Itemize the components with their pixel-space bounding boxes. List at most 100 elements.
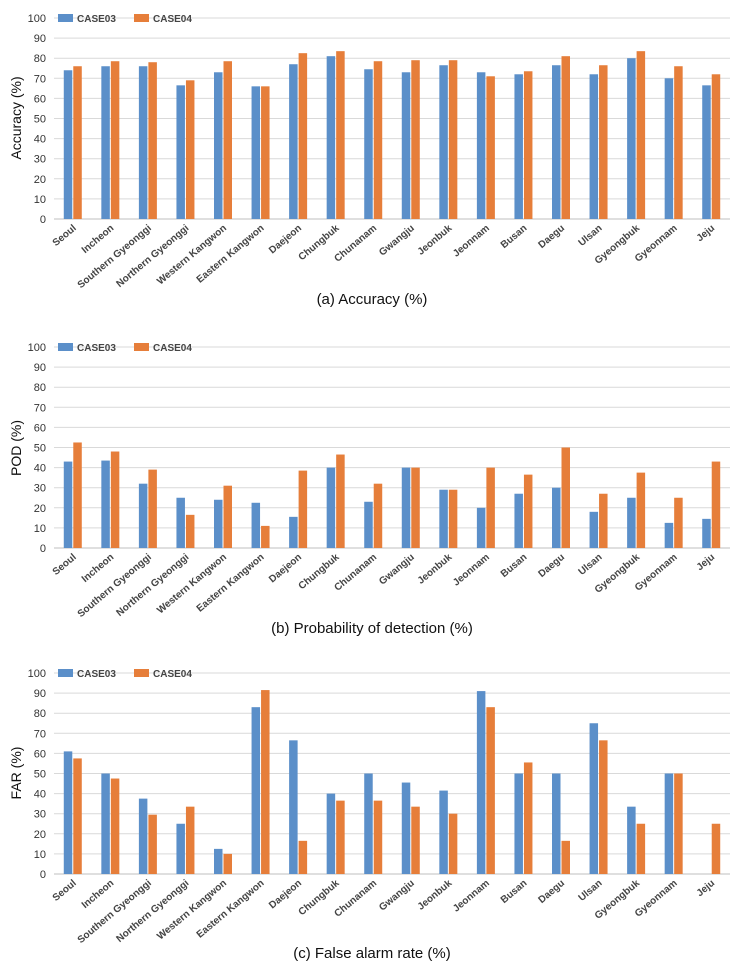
- bar-case04-chunanam: [373, 800, 383, 874]
- bar-case03-gwangju: [401, 782, 411, 874]
- x-category-label: Daejeon: [267, 223, 304, 256]
- legend-swatch-case03: [58, 14, 73, 22]
- bar-case03-jeonbuk: [439, 790, 448, 874]
- x-category-label: Jeonbuk: [416, 223, 455, 258]
- bar-case03-western-kangwon: [214, 848, 223, 874]
- y-tick-label: 90: [34, 688, 46, 700]
- bar-case04-busan: [523, 762, 533, 874]
- x-category-label: Western Kangwon: [155, 223, 229, 287]
- chart-caption: (a) Accuracy (%): [317, 291, 428, 308]
- x-category-label: Ulsan: [577, 223, 605, 249]
- y-tick-label: 50: [34, 769, 46, 781]
- bar-case03-ulsan: [589, 74, 599, 219]
- y-tick-label: 40: [34, 134, 46, 146]
- x-category-label: Jeonbuk: [416, 552, 455, 587]
- bar-case03-daejeon: [289, 64, 298, 219]
- y-tick-label: 80: [34, 53, 46, 65]
- x-category-label: Eastern Kangwon: [195, 223, 267, 286]
- bar-case04-chunanam: [373, 483, 383, 548]
- bar-case03-incheon: [101, 460, 110, 548]
- bar-case03-jeonnam: [476, 507, 486, 548]
- bar-case04-jeju: [711, 823, 721, 874]
- bar-case03-jeonnam: [476, 72, 486, 220]
- y-tick-label: 20: [34, 503, 46, 515]
- bar-case03-daejeon: [289, 516, 298, 548]
- bar-case03-southern-gyeonggi: [138, 483, 148, 548]
- x-category-label: Seoul: [51, 223, 79, 249]
- bar-case04-incheon: [110, 778, 120, 874]
- bar-case04-ulsan: [599, 493, 608, 548]
- bar-case03-eastern-kangwon: [251, 502, 261, 548]
- bar-case03-jeonbuk: [439, 65, 448, 219]
- x-category-label: Jeju: [695, 878, 717, 899]
- bar-case03-busan: [514, 493, 523, 548]
- bar-case04-jeonbuk: [448, 60, 458, 220]
- y-tick-label: 20: [34, 829, 46, 841]
- bar-case03-gyeongbuk: [627, 497, 636, 548]
- bar-case03-western-kangwon: [214, 499, 223, 548]
- bar-case04-gyeongbuk: [636, 51, 646, 219]
- legend-label-case04: CASE04: [153, 669, 192, 680]
- bar-case04-gyeongbuk: [636, 823, 646, 874]
- bar-case04-gwangju: [411, 467, 420, 548]
- y-tick-label: 0: [40, 869, 46, 881]
- x-category-label: Jeonnam: [451, 552, 492, 589]
- bar-case04-incheon: [110, 61, 120, 220]
- bar-case04-western-kangwon: [223, 853, 232, 874]
- bar-case04-gyeonnam: [674, 773, 683, 874]
- bar-case03-chungbuk: [326, 467, 336, 548]
- y-tick-label: 90: [34, 362, 46, 374]
- x-category-label: Western Kangwon: [155, 552, 229, 616]
- legend-label-case04: CASE04: [153, 14, 192, 25]
- y-tick-label: 60: [34, 93, 46, 105]
- bar-case04-jeju: [711, 74, 721, 219]
- y-axis-label: FAR (%): [8, 747, 24, 800]
- legend-label-case03: CASE03: [77, 669, 116, 680]
- bar-case04-chunanam: [373, 61, 383, 220]
- bar-case04-daejeon: [298, 840, 308, 874]
- bar-case03-gyeonnam: [664, 773, 674, 874]
- bar-case03-busan: [514, 773, 523, 874]
- bar-case04-jeonnam: [486, 707, 495, 874]
- bar-case03-northern-gyeonggi: [176, 497, 185, 548]
- bar-case03-eastern-kangwon: [251, 707, 261, 874]
- bar-case03-jeonnam: [476, 691, 486, 874]
- bar-case04-gyeonnam: [674, 66, 683, 220]
- x-category-label: Jeonnam: [451, 878, 492, 915]
- x-category-label: Incheon: [80, 552, 116, 585]
- bar-case03-ulsan: [589, 511, 599, 548]
- x-category-label: Busan: [499, 223, 529, 251]
- y-tick-label: 0: [40, 214, 46, 226]
- y-tick-label: 30: [34, 154, 46, 166]
- bar-case04-southern-gyeonggi: [148, 814, 157, 874]
- y-tick-label: 70: [34, 728, 46, 740]
- bar-case03-seoul: [63, 461, 73, 548]
- bar-case04-jeonnam: [486, 467, 495, 548]
- bar-case04-busan: [523, 71, 533, 219]
- legend-swatch-case03: [58, 343, 73, 351]
- bar-case04-chungbuk: [336, 454, 345, 548]
- x-category-label: Daegu: [536, 223, 566, 251]
- legend-label-case03: CASE03: [77, 14, 116, 25]
- x-category-label: Jeju: [695, 223, 717, 244]
- y-tick-label: 10: [34, 849, 46, 861]
- y-tick-label: 0: [40, 543, 46, 555]
- bar-case03-western-kangwon: [214, 72, 223, 220]
- x-category-label: Ulsan: [577, 552, 605, 578]
- bar-case03-eastern-kangwon: [251, 86, 261, 219]
- y-tick-label: 10: [34, 194, 46, 206]
- bar-case04-southern-gyeonggi: [148, 469, 157, 548]
- bar-case03-gyeonnam: [664, 78, 674, 219]
- bar-case03-southern-gyeonggi: [138, 66, 148, 220]
- bar-case03-ulsan: [589, 723, 599, 874]
- bar-case03-busan: [514, 74, 523, 219]
- chart-caption: (c) False alarm rate (%): [293, 945, 451, 962]
- x-category-label: Gwangju: [377, 878, 416, 914]
- bar-case03-gwangju: [401, 72, 411, 220]
- bar-case03-chungbuk: [326, 793, 336, 874]
- y-tick-label: 70: [34, 402, 46, 414]
- x-category-label: Northern Gyeonggi: [114, 552, 191, 619]
- bar-case04-jeonbuk: [448, 489, 458, 548]
- legend-label-case04: CASE04: [153, 343, 192, 354]
- bar-case03-daegu: [552, 65, 561, 219]
